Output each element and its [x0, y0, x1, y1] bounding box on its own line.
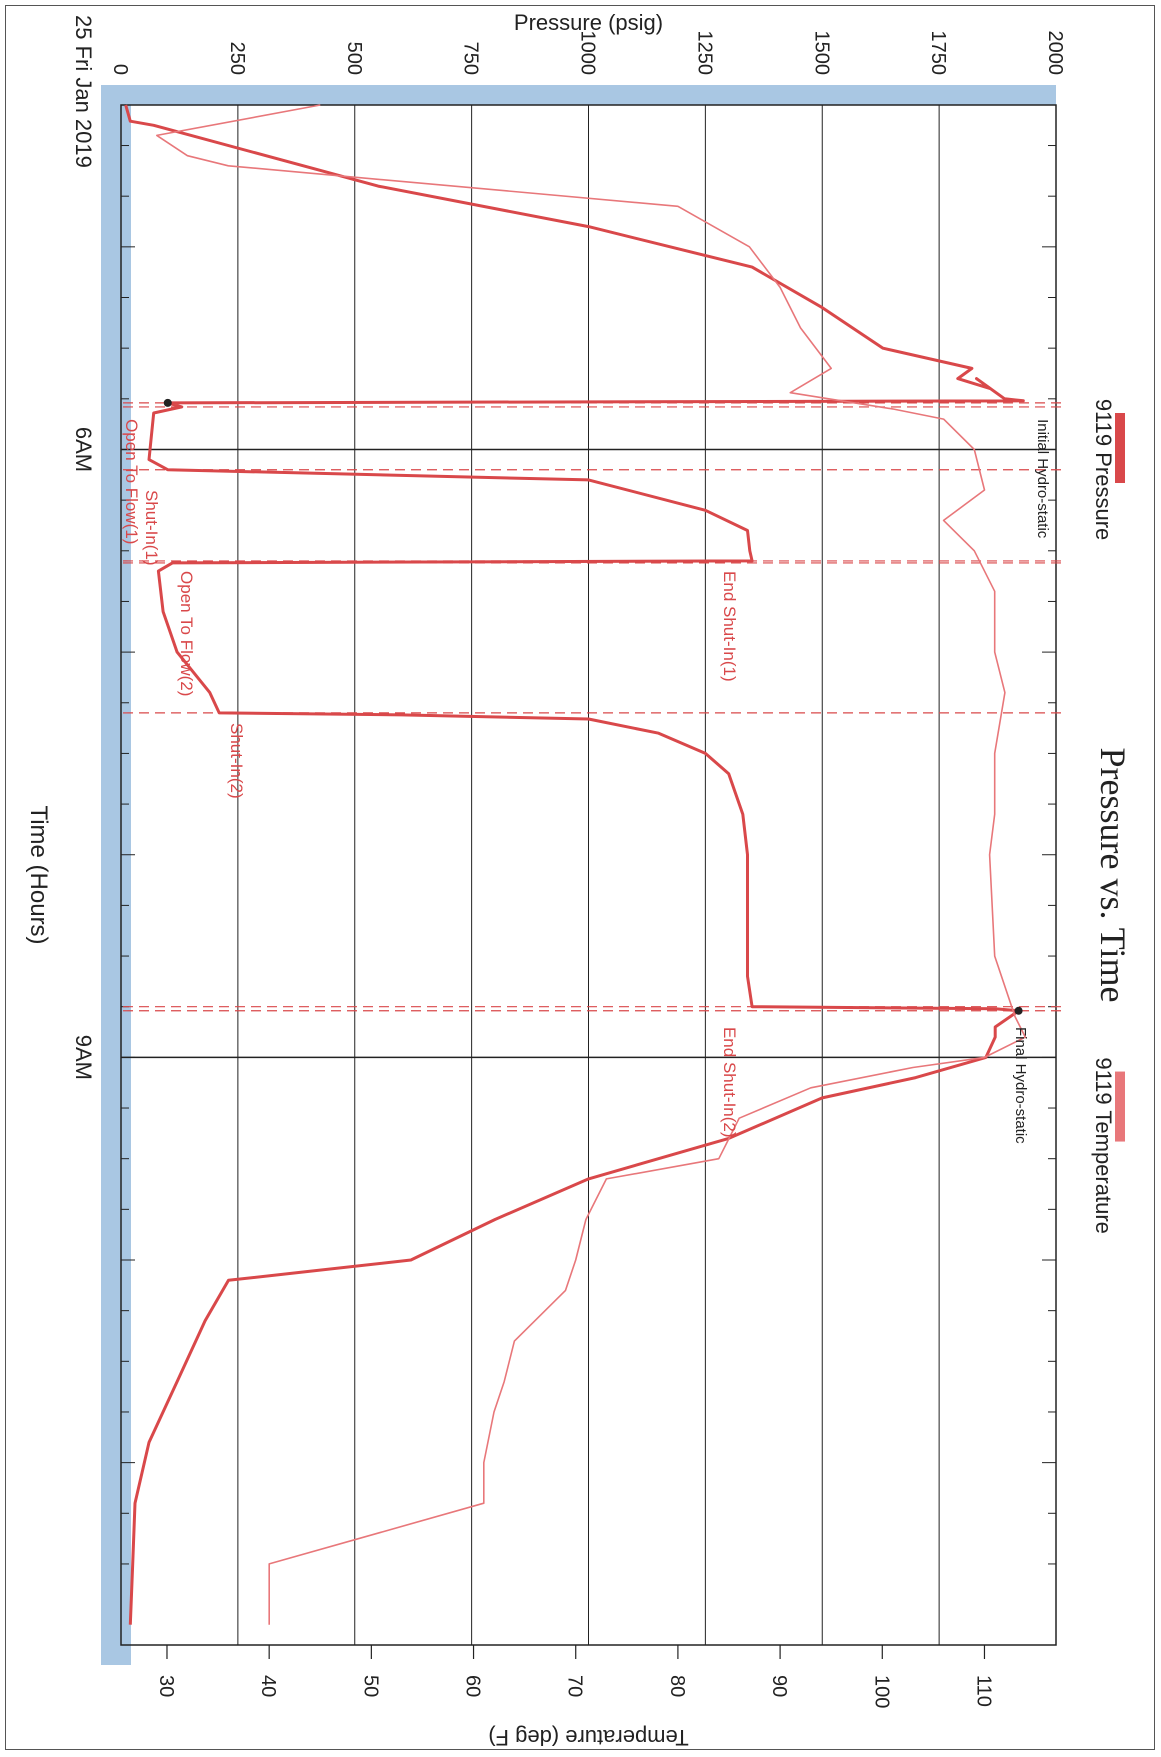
temperature-tick-label: 80 — [666, 1675, 688, 1697]
temperature-tick-label: 30 — [155, 1675, 177, 1697]
legend-pressure-label: 9119 Pressure — [1091, 399, 1116, 540]
legend-pressure-swatch — [1115, 413, 1125, 483]
event-label: Shut-In(2) — [227, 723, 246, 799]
temperature-tick-label: 90 — [768, 1675, 790, 1697]
event-label: End Shut-In(2) — [720, 1027, 739, 1138]
temperature-tick-label: 110 — [972, 1675, 994, 1707]
temperature-tick-label: 70 — [564, 1675, 586, 1697]
pressure-tick-label: 1500 — [810, 31, 832, 76]
time-tick-label: 9AM — [71, 1035, 96, 1080]
pressure-tick-label: 500 — [343, 42, 365, 75]
pressure-tick-label: 750 — [460, 42, 482, 75]
event-label: Initial Hydro-static — [1034, 419, 1051, 539]
pressure-series-line — [124, 104, 1025, 1625]
time-tick-label: 6AM — [71, 427, 96, 472]
event-label: End Shut-In(1) — [720, 571, 739, 682]
temperature-tick-label: 60 — [462, 1675, 484, 1697]
event-label: Open To Flow(2) — [177, 571, 196, 696]
event-label: Final Hydro-static — [1012, 1027, 1029, 1144]
pressure-tick-label: 250 — [226, 42, 248, 75]
pressure-tick-label: 1250 — [693, 31, 715, 76]
legend-temperature-swatch — [1115, 1071, 1125, 1142]
pressure-tick-label: 2000 — [1044, 31, 1066, 76]
event-label: Shut-In(1) — [142, 490, 161, 566]
temperature-axis-label: Temperature (deg F) — [488, 1725, 689, 1750]
hydrostatic-point — [163, 398, 172, 407]
pressure-tick-label: 1000 — [577, 31, 599, 76]
temperature-tick-label: 50 — [359, 1675, 381, 1697]
pressure-tick-label: 0 — [109, 64, 131, 75]
time-axis-band — [101, 85, 131, 1665]
pressure-axis-label: Pressure (psig) — [514, 10, 663, 35]
chart-title: Pressure vs. Time — [1093, 747, 1133, 1002]
x-axis-label: Time (Hours) — [25, 805, 52, 944]
temperature-series-line — [155, 104, 1027, 1625]
temperature-tick-label: 100 — [870, 1675, 892, 1708]
left-axis-band — [121, 85, 1056, 105]
legend-temperature-label: 9119 Temperature — [1091, 1057, 1116, 1234]
event-label: Open To Flow(1) — [122, 419, 141, 544]
hydrostatic-point — [1014, 1006, 1023, 1015]
temperature-tick-label: 40 — [257, 1675, 279, 1697]
date-label: 25 Fri Jan 2019 — [71, 15, 96, 168]
pressure-tick-label: 1750 — [927, 31, 949, 76]
chart-frame — [5, 5, 1155, 1750]
